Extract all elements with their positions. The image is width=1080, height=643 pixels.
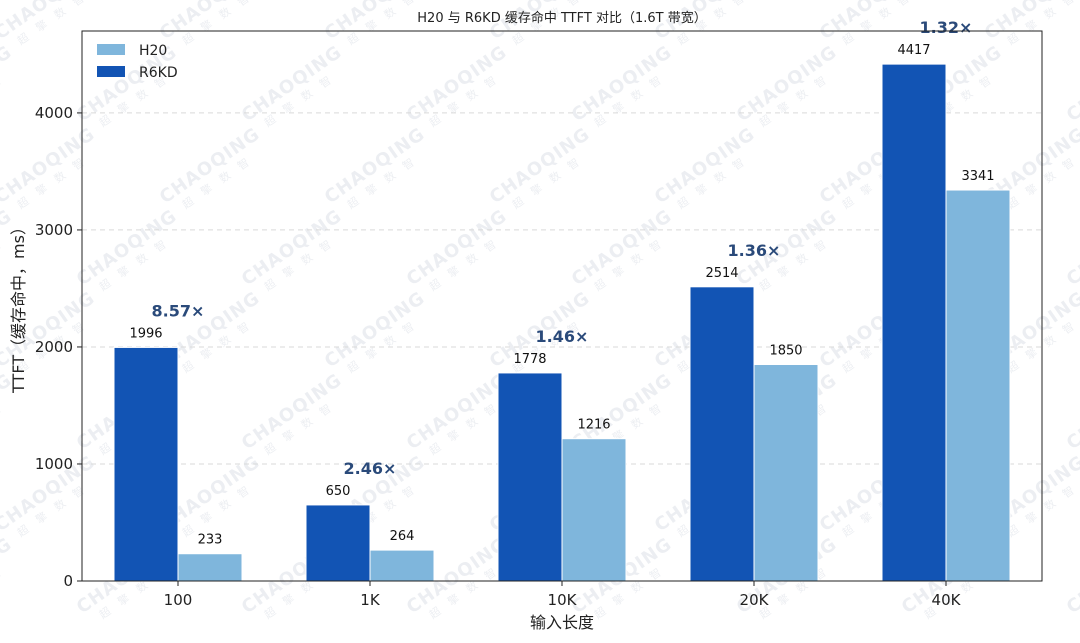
bar-value-label: 4417	[897, 43, 930, 58]
bar-r6kd	[881, 63, 947, 582]
bar-value-label: 264	[390, 529, 415, 544]
ratio-label: 2.46×	[344, 459, 397, 478]
legend: H20 R6KD	[97, 43, 178, 81]
x-tick-label: 10K	[548, 591, 578, 609]
watermark-subtext: 超 擎 数 智	[0, 563, 7, 622]
y-tick-label: 3000	[35, 221, 73, 239]
ratio-labels: 8.57× 2.46× 1.46× 1.36× 1.32×	[152, 18, 973, 478]
bar-value-label: 1850	[769, 344, 802, 359]
bar-value-label: 650	[326, 484, 351, 499]
bar-labels: 1996 233 650 264 1778 1216 2514 1850 4417 3341	[129, 43, 994, 548]
ratio-label: 1.32×	[920, 18, 973, 37]
ratio-label: 1.46×	[536, 327, 589, 346]
legend-swatch-r6kd	[97, 66, 125, 77]
bar-r6kd	[497, 372, 563, 582]
bar-h20	[177, 553, 243, 582]
bar-value-label: 233	[198, 533, 223, 548]
ratio-label: 1.36×	[728, 241, 781, 260]
bar-value-label: 3341	[961, 169, 994, 184]
bar-h20	[753, 364, 819, 582]
watermark-text: CHAOQING	[1063, 534, 1080, 619]
bar-h20	[945, 189, 1011, 582]
bars	[113, 63, 1011, 582]
y-axis-title: TTFT（缓存命中，ms）	[9, 219, 28, 394]
y-axis: 0 1000 2000 3000 4000	[35, 104, 82, 590]
chart-title: H20 与 R6KD 缓存命中 TTFT 对比（1.6T 带宽）	[417, 10, 706, 26]
legend-swatch-h20	[97, 44, 125, 55]
x-axis: 100 1K 10K 20K 40K	[164, 581, 962, 609]
x-tick-label: 100	[164, 591, 193, 609]
bar-value-label: 2514	[705, 266, 738, 281]
watermark-text: CHAOQING	[1063, 42, 1080, 127]
y-tick-label: 0	[63, 572, 73, 590]
y-tick-label: 1000	[35, 455, 73, 473]
bar-r6kd	[305, 504, 371, 582]
x-tick-label: 40K	[932, 591, 962, 609]
bar-r6kd	[113, 346, 179, 582]
legend-label-r6kd: R6KD	[139, 65, 178, 81]
watermark-subtext: 超 擎 数 智	[0, 399, 7, 458]
bar-value-label: 1996	[129, 326, 162, 341]
y-tick-label: 2000	[35, 338, 73, 356]
x-tick-label: 20K	[740, 591, 770, 609]
watermark-subtext: 超 擎 数 智	[0, 71, 7, 130]
watermark-text: CHAOQING	[1063, 370, 1080, 455]
x-axis-title: 输入长度	[530, 613, 594, 632]
bar-r6kd	[689, 286, 755, 582]
bar-h20	[369, 549, 435, 582]
y-tick-label: 4000	[35, 104, 73, 122]
legend-label-h20: H20	[139, 43, 167, 59]
bar-h20	[561, 438, 627, 582]
ratio-label: 8.57×	[152, 301, 205, 320]
watermark-text: CHAOQING	[1063, 206, 1080, 291]
bar-value-label: 1216	[577, 418, 610, 433]
watermark-subtext: 超 擎 数 智	[0, 235, 7, 294]
bar-value-label: 1778	[513, 352, 546, 367]
x-tick-label: 1K	[360, 591, 381, 609]
